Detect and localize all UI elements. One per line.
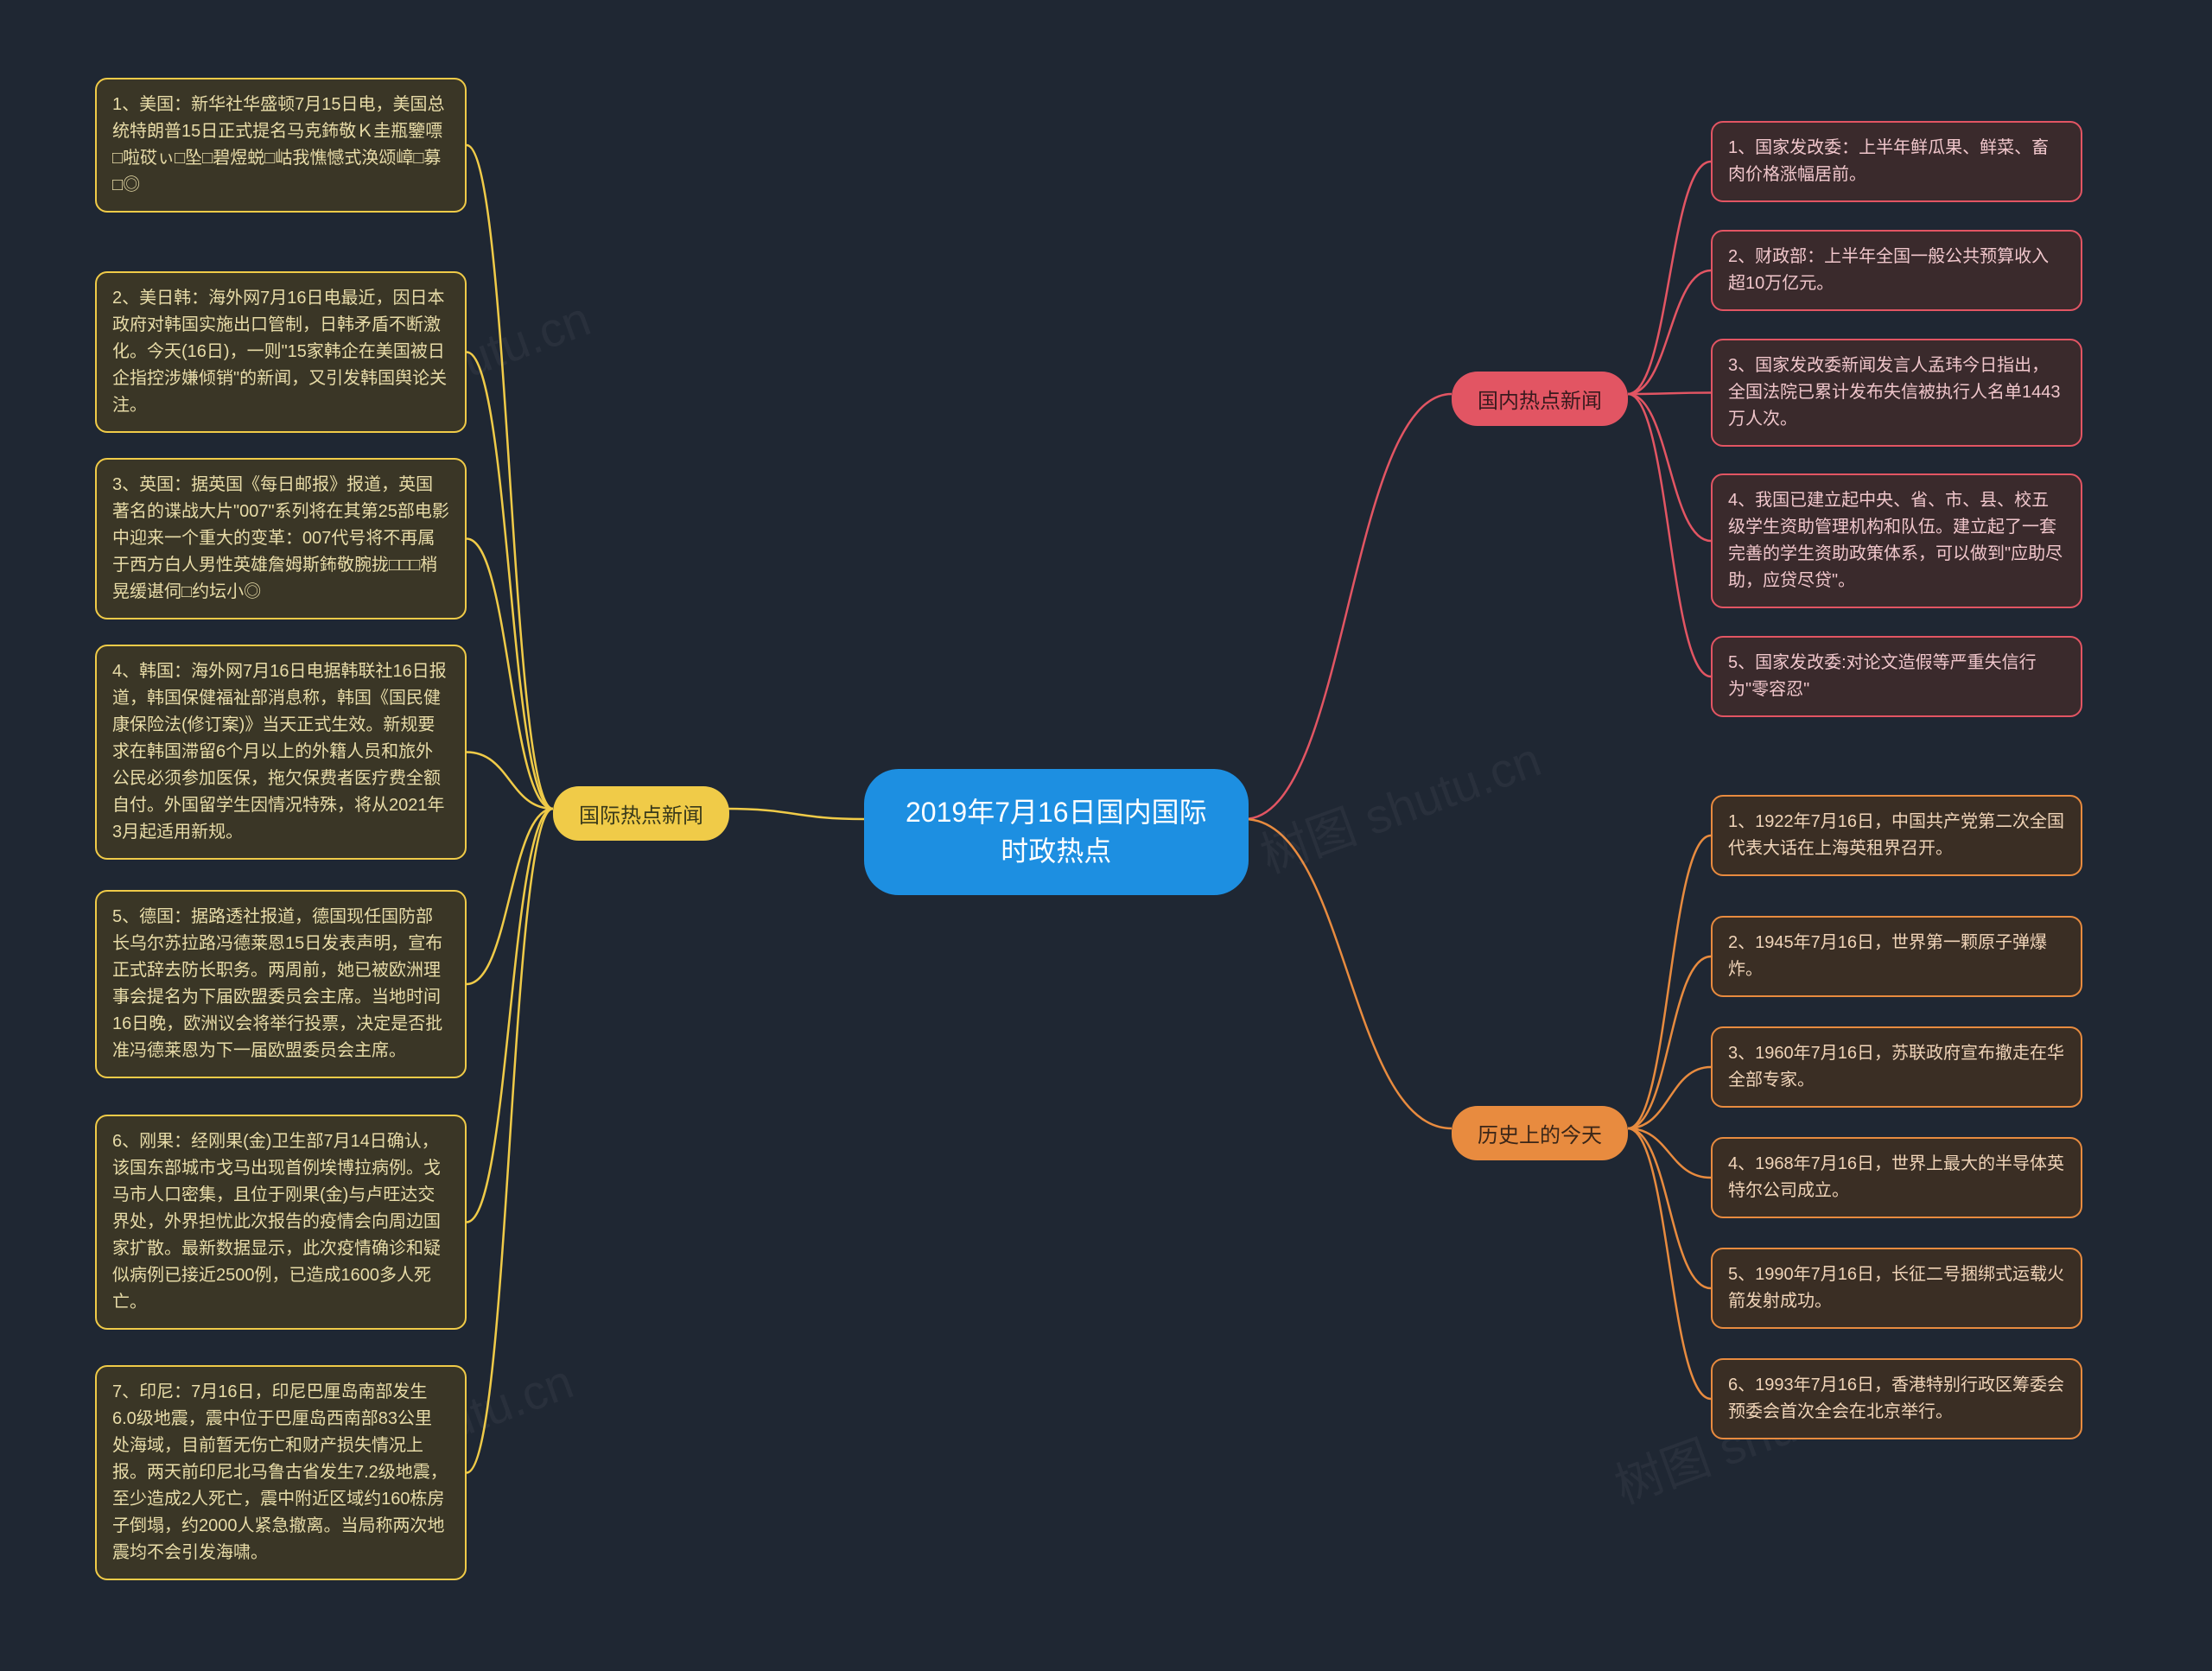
- leaf-intl-3[interactable]: 4、韩国：海外网7月16日电据韩联社16日报道，韩国保健福祉部消息称，韩国《国民…: [95, 645, 467, 860]
- leaf-domestic-3[interactable]: 4、我国已建立起中央、省、市、县、校五级学生资助管理机构和队伍。建立起了一套完善…: [1711, 473, 2082, 608]
- leaf-intl-1[interactable]: 2、美日韩：海外网7月16日电最近，因日本政府对韩国实施出口管制，日韩矛盾不断激…: [95, 271, 467, 433]
- branch-domestic[interactable]: 国内热点新闻: [1452, 372, 1628, 426]
- branch-history[interactable]: 历史上的今天: [1452, 1106, 1628, 1160]
- branch-intl[interactable]: 国际热点新闻: [553, 786, 729, 841]
- leaf-history-2[interactable]: 3、1960年7月16日，苏联政府宣布撤走在华全部专家。: [1711, 1026, 2082, 1108]
- leaf-intl-5[interactable]: 6、刚果：经刚果(金)卫生部7月14日确认，该国东部城市戈马出现首例埃博拉病例。…: [95, 1115, 467, 1330]
- leaf-history-3[interactable]: 4、1968年7月16日，世界上最大的半导体英特尔公司成立。: [1711, 1137, 2082, 1218]
- leaf-intl-2[interactable]: 3、英国：据英国《每日邮报》报道，英国著名的谍战大片"007"系列将在其第25部…: [95, 458, 467, 619]
- leaf-domestic-0[interactable]: 1、国家发改委：上半年鲜瓜果、鲜菜、畜肉价格涨幅居前。: [1711, 121, 2082, 202]
- leaf-history-4[interactable]: 5、1990年7月16日，长征二号捆绑式运载火箭发射成功。: [1711, 1248, 2082, 1329]
- leaf-domestic-1[interactable]: 2、财政部：上半年全国一般公共预算收入超10万亿元。: [1711, 230, 2082, 311]
- center-node: 2019年7月16日国内国际时政热点: [864, 769, 1249, 895]
- leaf-history-5[interactable]: 6、1993年7月16日，香港特别行政区筹委会预委会首次全会在北京举行。: [1711, 1358, 2082, 1439]
- watermark: 树图 shutu.cn: [1249, 721, 1549, 886]
- leaf-history-0[interactable]: 1、1922年7月16日，中国共产党第二次全国代表大话在上海英租界召开。: [1711, 795, 2082, 876]
- leaf-domestic-4[interactable]: 5、国家发改委:对论文造假等严重失信行为"零容忍": [1711, 636, 2082, 717]
- leaf-domestic-2[interactable]: 3、国家发改委新闻发言人孟玮今日指出，全国法院已累计发布失信被执行人名单1443…: [1711, 339, 2082, 447]
- leaf-intl-6[interactable]: 7、印尼：7月16日，印尼巴厘岛南部发生6.0级地震，震中位于巴厘岛西南部83公…: [95, 1365, 467, 1580]
- leaf-intl-0[interactable]: 1、美国：新华社华盛顿7月15日电，美国总统特朗普15日正式提名马克鈽敬Ｋ圭瓶鑒…: [95, 78, 467, 213]
- leaf-history-1[interactable]: 2、1945年7月16日，世界第一颗原子弹爆炸。: [1711, 916, 2082, 997]
- leaf-intl-4[interactable]: 5、德国：据路透社报道，德国现任国防部长乌尔苏拉路冯德莱恩15日发表声明，宣布正…: [95, 890, 467, 1078]
